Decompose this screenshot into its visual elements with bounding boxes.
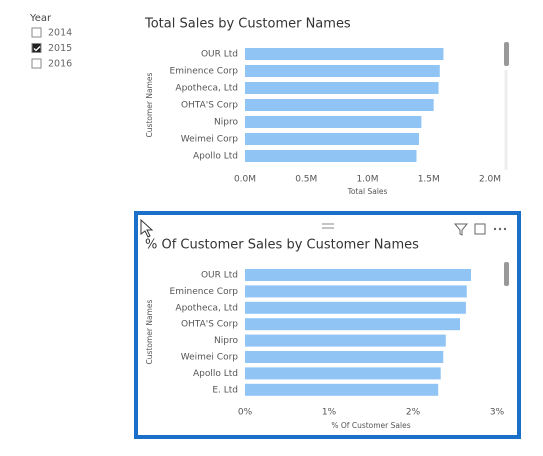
chart-title: % Of Customer Sales by Customer Names	[145, 238, 419, 253]
y-tick-label: Nipro	[214, 118, 238, 128]
y-tick-label: OUR Ltd	[201, 271, 238, 281]
cursor	[140, 218, 154, 238]
bar	[245, 150, 417, 162]
bar	[245, 351, 444, 363]
y-tick-label: Weimei Corp	[181, 353, 239, 363]
x-tick-label: 1%	[322, 408, 337, 418]
x-tick-label: 3%	[490, 408, 505, 418]
bar	[245, 269, 471, 281]
y-tick-label: Apotheca, Ltd	[175, 84, 238, 94]
bar	[245, 285, 467, 298]
slicer-item-label: 2015	[48, 43, 72, 54]
x-tick-label: 0.5M	[295, 175, 317, 185]
bar	[245, 116, 422, 128]
x-tick-label: 0.0M	[234, 175, 256, 185]
y-tick-label: Nipro	[214, 336, 238, 346]
bar	[245, 383, 439, 396]
x-axis-title: Total Sales	[347, 187, 388, 196]
filter-icon[interactable]	[453, 223, 469, 236]
check-mark	[33, 46, 41, 52]
y-axis-title: Customer Names	[145, 299, 154, 364]
bar	[245, 82, 439, 94]
x-tick-label: 2%	[406, 408, 421, 418]
y-axis-title: Customer Names	[145, 72, 154, 137]
x-tick-label: 2.0M	[479, 175, 501, 185]
y-tick-label: Weimei Corp	[181, 135, 239, 145]
bar	[245, 65, 440, 77]
y-tick-label: OHTA'S Corp	[181, 101, 238, 111]
x-tick-label: 0%	[238, 408, 253, 418]
bar	[245, 367, 441, 380]
y-tick-label: Apollo Ltd	[193, 369, 238, 379]
chart-title: Total Sales by Customer Names	[144, 17, 351, 32]
y-tick-label: Apollo Ltd	[193, 152, 238, 162]
y-tick-label: OUR Ltd	[201, 50, 238, 60]
scrollbar[interactable]	[504, 262, 509, 286]
selection-frame	[134, 211, 521, 439]
x-tick-label: 1.0M	[356, 175, 378, 185]
scrollbar[interactable]	[504, 42, 509, 66]
slicer-item-label: 2016	[48, 59, 72, 70]
focus-icon[interactable]	[474, 223, 486, 235]
y-tick-label: Eminence Corp	[170, 67, 239, 77]
y-tick-label: E. Ltd	[212, 385, 238, 395]
bar	[245, 99, 434, 111]
bar	[245, 48, 444, 60]
slicer-item-label: 2014	[48, 28, 72, 39]
bar	[245, 301, 466, 314]
bar	[245, 133, 419, 145]
slicer-title: Year	[29, 13, 52, 24]
bar	[245, 318, 461, 331]
checkbox[interactable]	[31, 58, 42, 69]
more-options[interactable]	[493, 227, 507, 231]
y-tick-label: Apotheca, Ltd	[175, 303, 238, 313]
checkbox[interactable]	[31, 43, 42, 53]
bar	[245, 334, 446, 347]
x-axis-title: % Of Customer Sales	[331, 421, 410, 430]
x-tick-label: 1.5M	[418, 175, 440, 185]
y-tick-label: Eminence Corp	[170, 287, 239, 297]
y-tick-label: OHTA'S Corp	[181, 320, 238, 330]
checkbox[interactable]	[31, 27, 42, 38]
